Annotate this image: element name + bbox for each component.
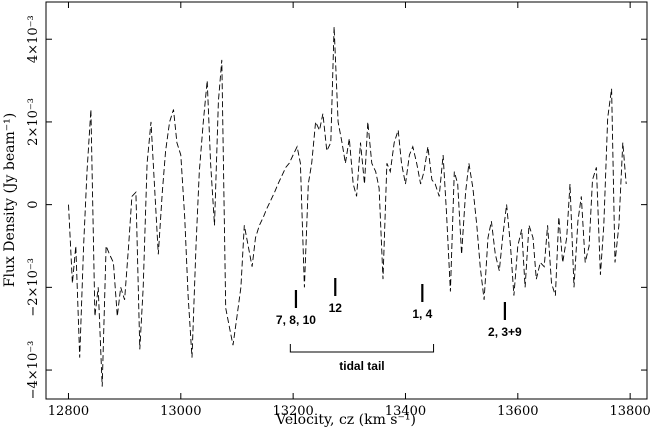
x-axis-label: Velocity, cz (km s⁻¹)	[275, 412, 416, 428]
x-axis-ticks: 12800 13000 13200 13400 13600 13800	[48, 2, 651, 419]
plot-frame	[45, 1, 648, 400]
tidal-tail-bracket: tidal tail	[289, 344, 435, 373]
x-tick-label: 13800	[609, 404, 650, 419]
y-tick-label: 2×10⁻³	[26, 98, 41, 146]
y-axis-ticks: −4×10⁻³ −2×10⁻³ 0 2×10⁻³ 4×10⁻³	[26, 15, 647, 399]
x-tick-label: 13200	[272, 404, 313, 419]
series-line	[68, 26, 627, 387]
marker-label: 7, 8, 10	[276, 313, 316, 327]
x-tick-label: 13400	[385, 404, 426, 419]
marker-label: 1, 4	[412, 307, 432, 321]
x-tick-label: 12800	[48, 404, 89, 419]
bracket-label: tidal tail	[339, 359, 384, 373]
y-tick-label: 0	[26, 200, 41, 208]
y-tick-label: −4×10⁻³	[26, 341, 41, 400]
marker-label: 2, 3+9	[488, 325, 522, 339]
marker-label: 12	[329, 301, 343, 315]
x-tick-label: 13600	[497, 404, 538, 419]
y-tick-label: −2×10⁻³	[26, 258, 41, 317]
bracket-line	[289, 344, 435, 353]
y-tick-label: 4×10⁻³	[26, 15, 41, 63]
x-tick-label: 13000	[160, 404, 201, 419]
feature-markers: 7, 8, 10 12 1, 4 2, 3+9	[276, 278, 522, 339]
y-axis-label: Flux Density (Jy beam⁻¹)	[2, 113, 18, 288]
